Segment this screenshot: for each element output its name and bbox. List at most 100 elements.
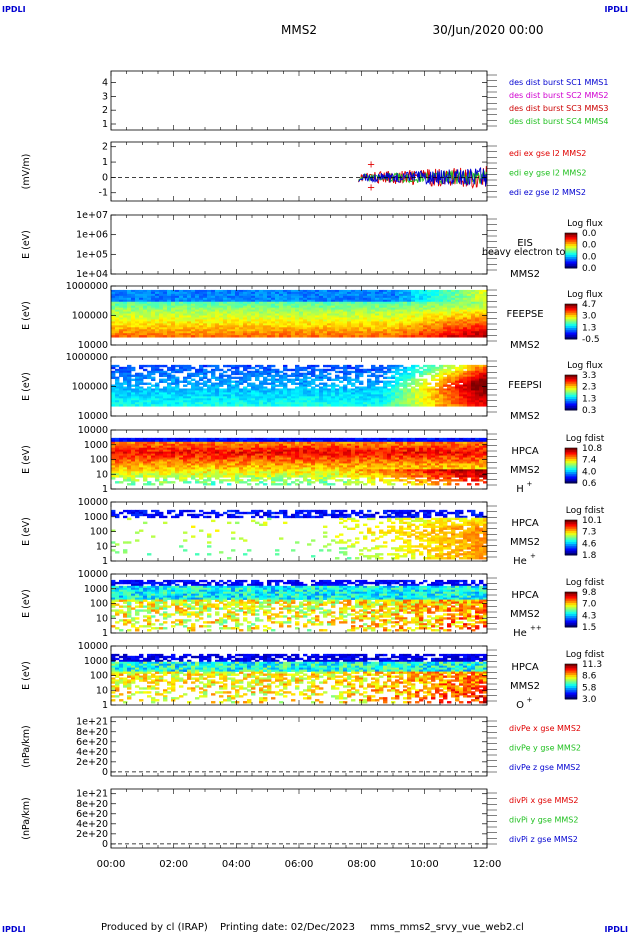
panel-4-cell <box>339 392 344 395</box>
panel-3-cell <box>211 313 216 316</box>
panel-3-cell <box>475 299 480 303</box>
panel-3-cell <box>171 295 176 299</box>
panel-3-cell <box>171 323 176 326</box>
panel-5-cell <box>139 467 144 470</box>
panel-4-cell <box>111 394 116 397</box>
panel-4-cell <box>439 396 444 399</box>
panel-4-cell <box>479 372 484 376</box>
panel-3-cell <box>183 333 188 336</box>
panel-5-cell <box>143 447 148 451</box>
panel-5-cell <box>179 441 184 445</box>
panel-4-cell <box>467 374 472 378</box>
panel-3-cell <box>299 305 304 309</box>
panel-4-cell <box>431 390 436 393</box>
panel-3-cell <box>347 307 352 310</box>
panel-3-cell <box>323 329 328 332</box>
panel-3-cell <box>203 325 208 328</box>
panel-3-cell <box>407 329 412 332</box>
panel-4-cell <box>339 390 344 393</box>
panel-4-cell <box>331 382 336 385</box>
panel-3-cell <box>155 335 160 338</box>
panel-4-cell <box>219 378 224 381</box>
panel-3-cell <box>299 325 304 328</box>
panel-3-cell <box>295 299 300 303</box>
panel-4-cell <box>311 394 316 397</box>
panel-3-cell <box>347 301 352 305</box>
panel-3-cell <box>143 291 148 295</box>
panel-3-cell <box>219 301 224 305</box>
panel-3-cell <box>259 323 264 326</box>
panel-4-cell <box>135 400 140 403</box>
panel-3-cell <box>111 305 116 309</box>
panel-4-cell <box>199 372 204 376</box>
panel-4-cell <box>331 378 336 381</box>
panel-3-cell <box>295 319 300 322</box>
panel-4-cell <box>343 374 348 378</box>
colorbar-2-tick: 0.0 <box>582 241 597 251</box>
panel-3-cell <box>455 295 460 299</box>
panel-3-cell <box>219 297 224 301</box>
panel-4-cell <box>239 382 244 385</box>
panel-5-cell <box>147 471 152 474</box>
panel-3-cell <box>335 305 340 309</box>
panel-5-cell <box>135 473 140 476</box>
panel-3-cell <box>155 317 160 320</box>
panel-3-cell <box>291 315 296 318</box>
panel-3-cell <box>191 329 196 332</box>
panel-5-cell <box>171 459 176 462</box>
panel-3-cell <box>291 293 296 297</box>
panel-4-cell <box>467 384 472 387</box>
panel-4-cell <box>155 364 160 368</box>
panel-4-cell <box>403 368 408 372</box>
panel-5-cell <box>187 475 192 478</box>
panel-3-cell <box>139 305 144 309</box>
panel-4-cell <box>303 398 308 401</box>
panel-4-cell <box>303 390 308 393</box>
panel-3-cell <box>415 323 420 326</box>
panel-3-cell <box>295 335 300 338</box>
panel-5-cell <box>143 441 148 445</box>
panel-4-cell <box>259 392 264 395</box>
panel-3-cell <box>191 335 196 338</box>
panel-4-cell <box>347 394 352 397</box>
panel-5-cell <box>187 461 192 464</box>
panel-3-cell <box>471 291 476 295</box>
panel-5-cell <box>139 447 144 451</box>
panel-4-cell <box>391 390 396 393</box>
panel-4-cell <box>335 384 340 387</box>
panel-4-cell <box>251 402 256 405</box>
panel-4-cell <box>267 388 272 391</box>
panel-5-cell <box>111 459 116 462</box>
panel-4-cell <box>483 392 488 395</box>
panel-3-cell <box>475 309 480 312</box>
panel-4-cell <box>307 400 312 403</box>
panel-3-cell <box>447 311 452 314</box>
panel-3-cell <box>471 299 476 303</box>
panel-5-cell <box>143 455 148 458</box>
panel-1-series-0 <box>358 166 488 189</box>
panel-3-cell <box>171 291 176 295</box>
panel-4-cell <box>435 396 440 399</box>
panel-3-cell <box>311 291 316 295</box>
panel-3-cell <box>343 331 348 334</box>
panel-5-cell <box>183 481 188 484</box>
panel-5-cell <box>203 473 208 476</box>
panel-3-cell <box>211 301 216 305</box>
panel-4-cell <box>447 392 452 395</box>
panel-3-cell <box>415 331 420 334</box>
panel-3-cell <box>411 293 416 297</box>
panel-3-cell <box>235 329 240 332</box>
panel-3-cell <box>135 297 140 301</box>
panel-4-cell <box>143 398 148 401</box>
panel-3-cell <box>395 321 400 324</box>
panel-3-cell <box>347 297 352 301</box>
panel-3-cell <box>135 315 140 318</box>
panel-3-cell <box>355 305 360 309</box>
panel-3-cell <box>423 315 428 318</box>
panel-3-cell <box>383 311 388 314</box>
panel-5-cell <box>203 481 208 484</box>
panel-4-cell <box>399 378 404 381</box>
panel-4-cell <box>331 396 336 399</box>
panel-4-cell <box>139 398 144 401</box>
panel-5-cell <box>127 443 132 447</box>
